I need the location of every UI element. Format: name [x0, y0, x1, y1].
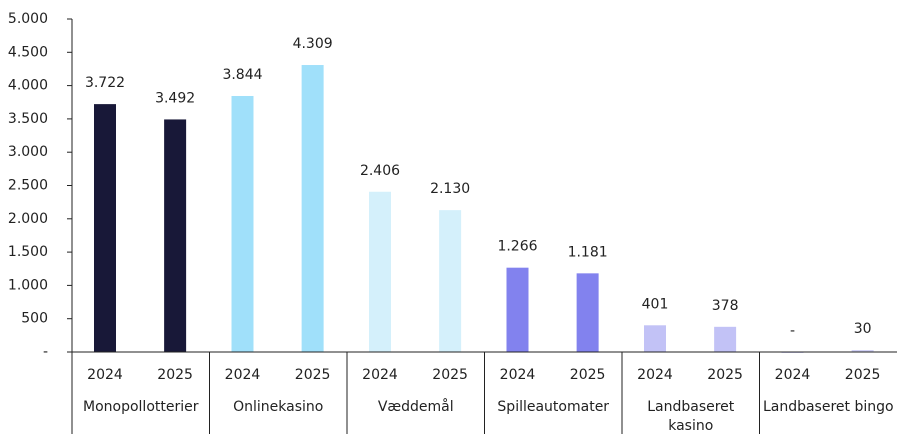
y-tick-label: 500: [21, 311, 48, 327]
value-label: 30: [854, 321, 872, 337]
x-tick-label: 2024: [362, 367, 398, 383]
group-label: Monopollotterier: [83, 399, 199, 415]
y-tick-label: 3.000: [8, 144, 48, 160]
x-tick-label: 2025: [845, 367, 881, 383]
value-label: 4.309: [293, 36, 333, 52]
y-tick-label: 1.500: [8, 244, 48, 260]
group-label: Landbaseret bingo: [762, 399, 894, 415]
bar: [644, 325, 666, 352]
bar: [369, 191, 391, 352]
value-label: 3.492: [155, 90, 195, 106]
bar: [851, 350, 874, 352]
y-tick-label: 4.500: [8, 44, 48, 60]
group-label: Væddemål: [377, 399, 454, 415]
value-label: 3.844: [222, 67, 262, 83]
x-tick-label: 2025: [157, 367, 193, 383]
y-tick-label: 2.500: [8, 178, 48, 194]
x-tick-label: 2024: [225, 367, 261, 383]
y-tick-label: 5.000: [8, 11, 48, 27]
bar: [439, 210, 462, 352]
x-tick-label: 2025: [570, 367, 606, 383]
x-tick-label: 2024: [500, 367, 536, 383]
bar: [301, 65, 324, 352]
y-tick-label: -: [43, 344, 48, 360]
y-tick-label: 2.000: [8, 211, 48, 227]
y-tick-label: 1.000: [8, 277, 48, 293]
x-tick-label: 2024: [87, 367, 123, 383]
value-label: 1.181: [568, 244, 608, 260]
group-label: Onlinekasino: [233, 399, 324, 415]
bar: [94, 104, 116, 352]
bar: [164, 119, 187, 352]
x-tick-label: 2025: [707, 367, 743, 383]
x-tick-label: 2024: [775, 367, 811, 383]
value-label: 3.722: [85, 75, 125, 91]
value-label: 401: [642, 296, 669, 312]
x-tick-label: 2025: [295, 367, 331, 383]
value-label: 1.266: [497, 239, 537, 255]
group-label: Spilleautomater: [497, 399, 610, 415]
value-label: 2.130: [430, 181, 470, 197]
bar: [714, 326, 737, 352]
x-tick-label: 2025: [432, 367, 468, 383]
value-label: 2.406: [360, 163, 400, 179]
x-tick-label: 2024: [637, 367, 673, 383]
y-tick-label: 3.500: [8, 111, 48, 127]
group-label: Landbaseret kasino: [647, 399, 735, 434]
y-tick-label: 4.000: [8, 78, 48, 94]
bar: [231, 95, 254, 353]
value-label: 378: [712, 298, 739, 314]
value-label: -: [790, 323, 795, 339]
bar: [506, 267, 529, 352]
bar: [576, 273, 599, 352]
